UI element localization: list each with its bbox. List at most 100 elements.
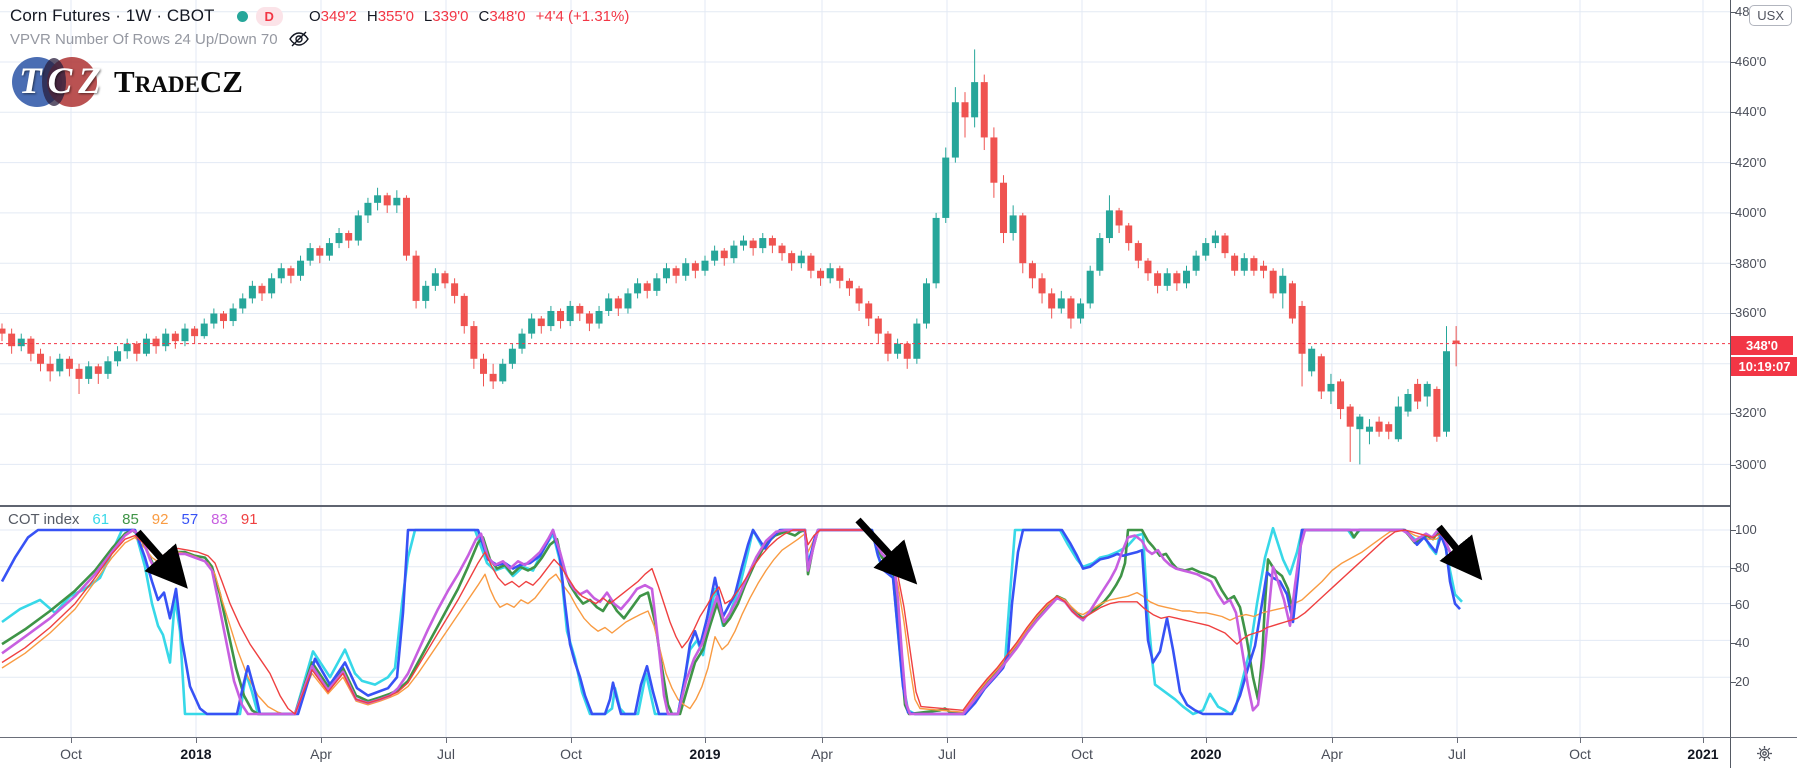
candle-body[interactable] xyxy=(942,157,950,218)
candle-body[interactable] xyxy=(1211,235,1219,244)
candle-body[interactable] xyxy=(181,328,189,342)
candle-body[interactable] xyxy=(1423,383,1431,397)
candle-body[interactable] xyxy=(1086,270,1094,304)
candle-body[interactable] xyxy=(1009,215,1017,234)
candle-body[interactable] xyxy=(152,338,160,347)
candle-body[interactable] xyxy=(191,328,199,337)
candle-body[interactable] xyxy=(913,323,921,359)
candle-body[interactable] xyxy=(701,260,709,271)
candle-body[interactable] xyxy=(325,243,333,256)
candle-body[interactable] xyxy=(1433,388,1441,437)
candle-body[interactable] xyxy=(1337,381,1345,410)
candle-body[interactable] xyxy=(768,238,776,246)
candle-body[interactable] xyxy=(547,310,555,327)
candle-body[interactable] xyxy=(383,195,391,206)
candle-body[interactable] xyxy=(634,283,642,294)
candle-body[interactable] xyxy=(605,298,613,311)
candle-body[interactable] xyxy=(17,338,25,347)
price-axis[interactable]: 20 40 60 80 100 300'0 320'0 360'0 380'0 400'0 420'… xyxy=(1730,0,1797,737)
candle-body[interactable] xyxy=(971,82,979,118)
candle-body[interactable] xyxy=(489,373,497,382)
candle-body[interactable] xyxy=(672,268,680,276)
drawn-arrow-annotation[interactable] xyxy=(135,529,188,589)
candle-body[interactable] xyxy=(297,260,305,276)
candle-body[interactable] xyxy=(1443,351,1450,432)
candle-body[interactable] xyxy=(1231,255,1239,271)
candle-body[interactable] xyxy=(1279,275,1287,294)
candle-body[interactable] xyxy=(133,343,141,354)
candle-body[interactable] xyxy=(1288,283,1296,319)
candle-body[interactable] xyxy=(711,250,719,261)
candle-body[interactable] xyxy=(990,137,998,183)
candle-body[interactable] xyxy=(797,255,805,264)
cot-line-blue[interactable] xyxy=(0,528,1461,716)
candle-body[interactable] xyxy=(412,255,420,301)
drawn-arrow-annotation[interactable] xyxy=(855,517,918,585)
candle-body[interactable] xyxy=(1057,298,1065,309)
candle-body[interactable] xyxy=(1192,255,1200,271)
candle-body[interactable] xyxy=(8,333,16,347)
gear-icon[interactable] xyxy=(1756,745,1773,762)
candle-body[interactable] xyxy=(248,285,256,299)
candle-body[interactable] xyxy=(345,233,353,241)
candle-body[interactable] xyxy=(335,233,343,244)
candle-body[interactable] xyxy=(807,255,815,271)
candle-body[interactable] xyxy=(662,268,670,279)
candle-body[interactable] xyxy=(316,248,324,256)
candle-body[interactable] xyxy=(922,283,930,324)
candle-body[interactable] xyxy=(142,338,150,354)
candle-body[interactable] xyxy=(162,333,170,347)
candle-body[interactable] xyxy=(1308,348,1316,372)
candle-body[interactable] xyxy=(480,358,487,374)
candle-body[interactable] xyxy=(1365,426,1373,432)
candle-body[interactable] xyxy=(1346,406,1354,427)
candle-body[interactable] xyxy=(258,285,266,294)
candle-body[interactable] xyxy=(1125,225,1133,244)
candle-body[interactable] xyxy=(817,270,825,279)
symbol-title[interactable]: Corn Futures · 1W · CBOT xyxy=(10,6,215,25)
candle-body[interactable] xyxy=(0,328,6,334)
candle-body[interactable] xyxy=(1105,210,1113,239)
cot-line-orange[interactable] xyxy=(1,529,1457,715)
candle-body[interactable] xyxy=(884,333,892,354)
candle-body[interactable] xyxy=(287,268,295,276)
candle-body[interactable] xyxy=(85,366,93,379)
candle-body[interactable] xyxy=(451,283,459,296)
cot-line-red[interactable] xyxy=(1,529,1457,715)
candle-body[interactable] xyxy=(826,268,834,279)
candle-body[interactable] xyxy=(1173,273,1181,284)
candle-body[interactable] xyxy=(75,368,83,379)
candle-body[interactable] xyxy=(1163,273,1171,286)
candle-body[interactable] xyxy=(788,253,796,264)
candle-body[interactable] xyxy=(1221,235,1229,254)
candle-body[interactable] xyxy=(740,240,748,246)
candle-body[interactable] xyxy=(402,197,410,256)
candle-body[interactable] xyxy=(614,298,622,309)
candle-body[interactable] xyxy=(778,245,786,254)
candle-body[interactable] xyxy=(354,215,362,241)
axis-settings-box[interactable] xyxy=(1730,737,1797,768)
candle-body[interactable] xyxy=(653,278,661,291)
candle-body[interactable] xyxy=(239,298,247,309)
candle-body[interactable] xyxy=(1356,416,1364,430)
candle-body[interactable] xyxy=(210,313,218,324)
candle-body[interactable] xyxy=(422,285,430,301)
candle-body[interactable] xyxy=(393,197,401,206)
candle-body[interactable] xyxy=(1202,243,1210,256)
candle-body[interactable] xyxy=(1038,278,1046,294)
candle-body[interactable] xyxy=(374,195,382,203)
time-axis[interactable]: Oct 2018 Apr Jul Oct 2019 Apr Jul Oct 2020 Apr Jul O… xyxy=(0,737,1797,768)
candle-body[interactable] xyxy=(65,358,73,369)
candle-body[interactable] xyxy=(749,240,757,249)
candle-body[interactable] xyxy=(894,343,902,354)
candle-body[interactable] xyxy=(508,348,516,364)
indicator-title[interactable]: VPVR Number Of Rows 24 Up/Down 70 xyxy=(10,30,278,48)
candle-body[interactable] xyxy=(624,293,632,309)
cot-index-title[interactable]: COT index xyxy=(8,511,80,528)
candle-body[interactable] xyxy=(1115,210,1123,226)
candle-body[interactable] xyxy=(932,217,940,284)
candle-body[interactable] xyxy=(470,326,478,359)
candle-body[interactable] xyxy=(1260,265,1268,271)
candle-body[interactable] xyxy=(1028,263,1036,279)
